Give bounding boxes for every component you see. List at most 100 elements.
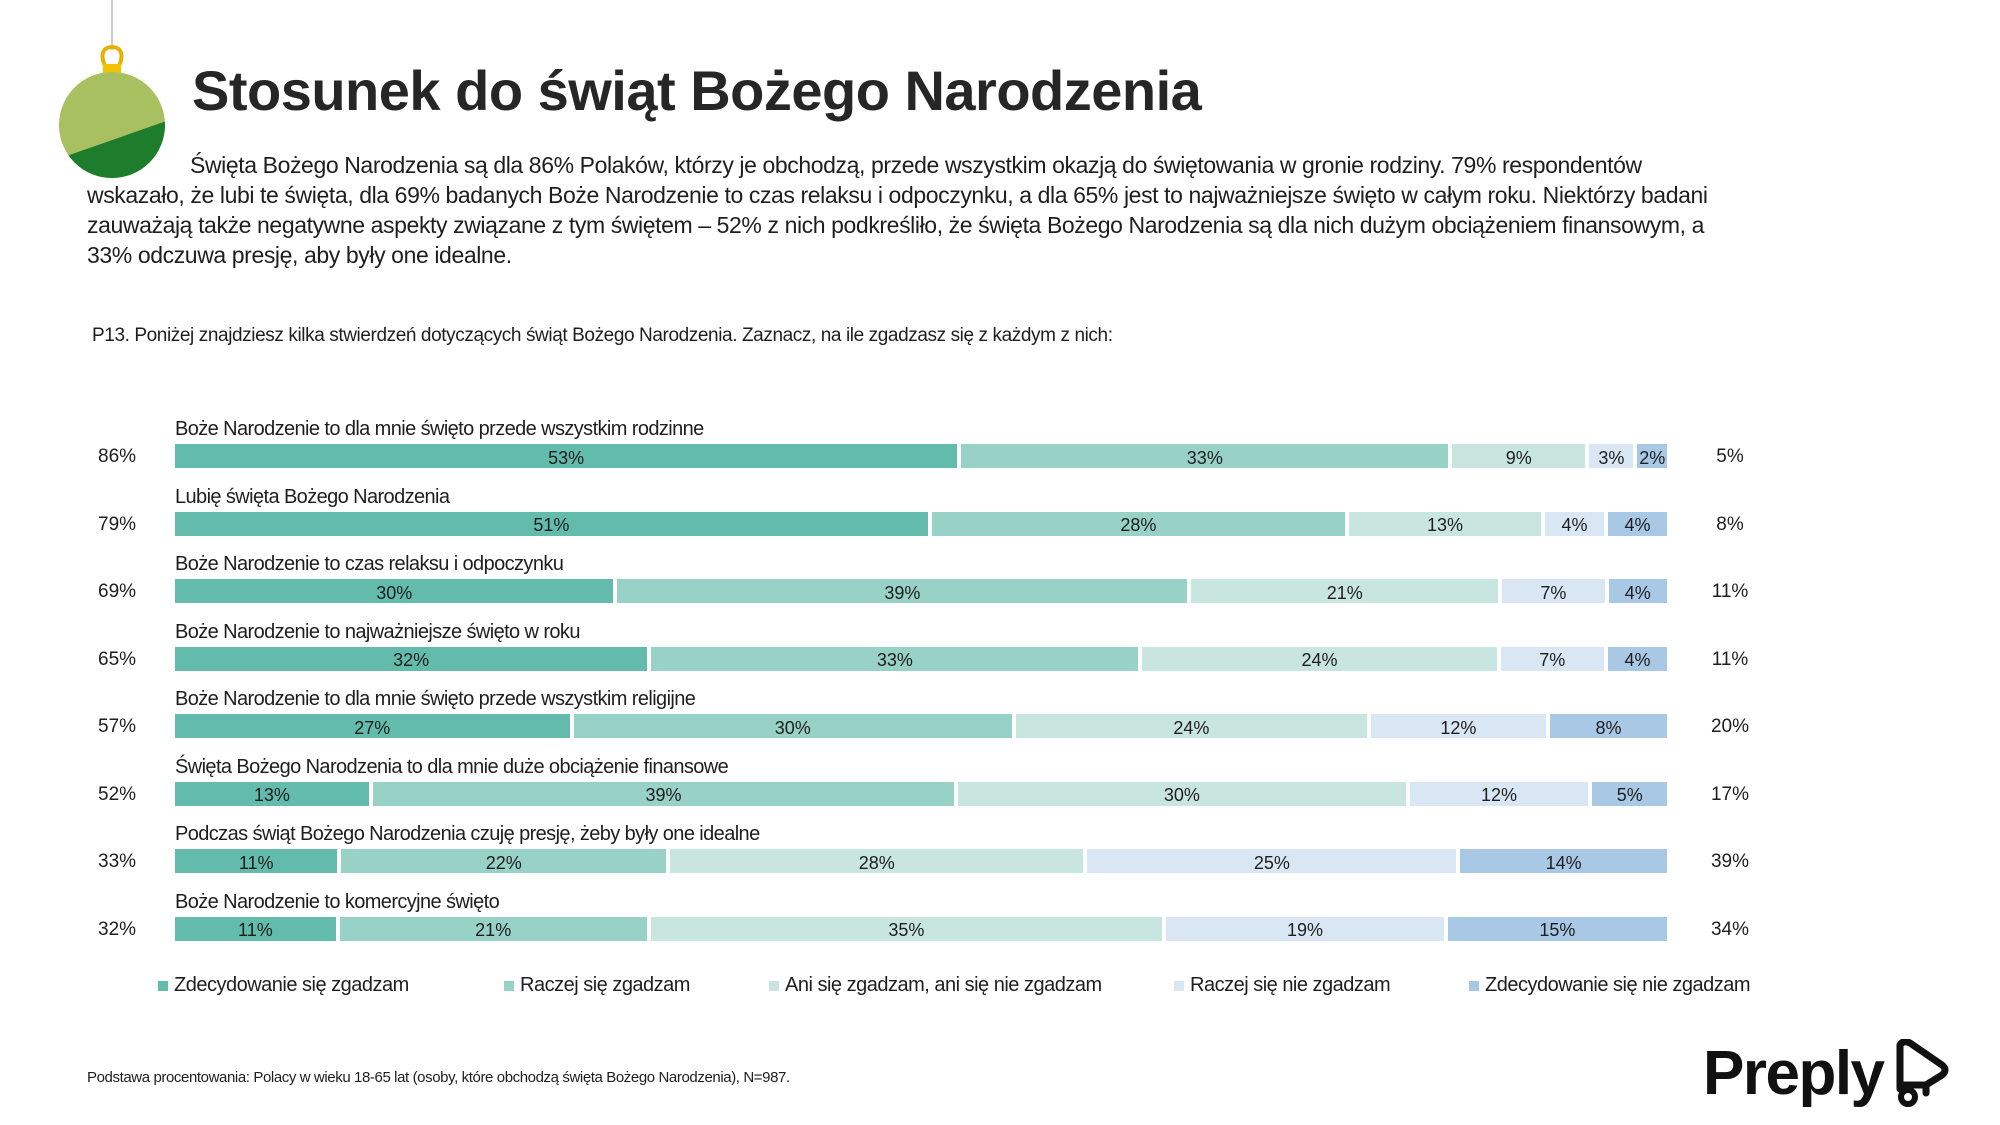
chart-row: Lubię święta Bożego Narodzenia 79% 8% 51% 28… [0, 486, 2000, 546]
disagree-total-label: 17% [1710, 783, 1750, 805]
bar-segment-label: 13% [1349, 511, 1541, 536]
legend-swatch [1174, 980, 1184, 991]
chart-row: Święta Bożego Narodzenia to dla mnie duż… [0, 756, 2000, 816]
disagree-total-label: 5% [1716, 446, 1744, 467]
agree-total-label: 52% [98, 783, 137, 805]
legend-label: Raczej się zgadzam [520, 974, 690, 996]
disagree-total-label: 11% [1711, 648, 1749, 670]
bar-segment-label: 39% [617, 579, 1188, 603]
row-label: Boże Narodzenie to najważniejsze święto … [175, 620, 580, 643]
legend-item: Ani się zgadzam, ani się nie zgadzam [769, 974, 1102, 997]
bar-segment-label: 21% [339, 916, 647, 941]
row-label: Lubię święta Bożego Narodzenia [175, 485, 450, 508]
bar-segment-label: 19% [1166, 916, 1444, 941]
chart-row: Boże Narodzenie to komercyjne święto 32% 3… [0, 891, 2000, 951]
agree-total-label: 57% [98, 716, 137, 737]
chart-row: Podczas świąt Bożego Narodzenia czuję pr… [0, 823, 2000, 883]
row-label: Boże Narodzenie to czas relaksu i odpocz… [175, 553, 564, 575]
preply-logo: Preply [1703, 1038, 1950, 1109]
stacked-bar: 11% 21% 35% 19% 15% [175, 916, 1667, 941]
footnote: Podstawa procentowania: Polacy w wieku 1… [87, 1069, 790, 1086]
row-label: Podczas świąt Bożego Narodzenia czuję pr… [175, 823, 760, 845]
stacked-bar: 51% 28% 13% 4% 4% [175, 511, 1668, 536]
bar-segment-label: 9% [1452, 444, 1586, 468]
disagree-total-label: 11% [1711, 581, 1749, 602]
row-label: Boże Narodzenie to komercyjne święto [175, 890, 500, 913]
bar-segment-label: 11% [175, 849, 338, 873]
bar-segment-label: 33% [651, 646, 1139, 671]
row-label: Święta Bożego Narodzenia to dla mnie duż… [175, 755, 729, 778]
legend: Zdecydowanie się zgadzam Raczej się zgadz… [0, 974, 2000, 1004]
stacked-bar: 32% 33% 24% 7% 4% [175, 646, 1667, 671]
intro-paragraph: Święta Bożego Narodzenia są dla 86% Pola… [87, 152, 1708, 268]
bar-segment-label: 24% [1142, 646, 1497, 671]
agree-total-label: 69% [98, 581, 137, 602]
row-label: Boże Narodzenie to dla mnie święto przed… [175, 418, 704, 440]
logo-text: Preply [1703, 1039, 1885, 1108]
legend-label: Ani się zgadzam, ani się nie zgadzam [785, 974, 1102, 996]
bar-segment-label: 39% [372, 781, 955, 806]
bar-segment-label: 4% [1607, 646, 1667, 671]
bar-segment-label: 4% [1607, 511, 1668, 536]
bar-segment-label: 12% [1409, 781, 1589, 806]
stacked-bar: 30% 39% 21% 7% 4% [175, 579, 1667, 603]
disagree-total-label: 39% [1710, 851, 1750, 872]
bar-segment-label: 27% [175, 714, 570, 738]
preply-logo-icon [1896, 1038, 1949, 1107]
disagree-total-label: 34% [1710, 918, 1750, 940]
legend-label: Zdecydowanie się zgadzam [174, 974, 409, 996]
agree-total-label: 33% [98, 851, 137, 872]
stacked-bar: 53% 33% 9% 3% 2% [175, 444, 1667, 468]
legend-item: Raczej się nie zgadzam [1174, 974, 1391, 997]
bar-segment-label: 30% [958, 781, 1406, 806]
bar-segment-label: 12% [1370, 714, 1547, 738]
agree-total-label: 65% [98, 648, 137, 670]
legend-label: Zdecydowanie się nie zgadzam [1485, 974, 1751, 996]
bar-segment-label: 51% [175, 511, 928, 536]
bar-segment-label: 15% [1447, 916, 1667, 941]
bar-segment-label: 28% [670, 849, 1084, 873]
agree-total-label: 32% [98, 918, 137, 940]
bar-segment-label: 7% [1502, 579, 1605, 603]
stacked-bar: 13% 39% 30% 12% 5% [175, 781, 1667, 806]
page-title: Stosunek do świąt Bożego Narodzenia [192, 59, 1202, 122]
legend-swatch [769, 980, 779, 991]
legend-item: Zdecydowanie się zgadzam [158, 974, 409, 997]
bar-segment-label: 2% [1637, 444, 1667, 468]
bar-segment-label: 4% [1608, 579, 1667, 603]
bar-segment-label: 13% [175, 781, 369, 806]
bar-segment-label: 53% [175, 444, 958, 468]
christmas-ornament-icon [59, 0, 165, 178]
bar-segment-label: 4% [1544, 511, 1604, 536]
bar-segment-label: 32% [175, 646, 648, 671]
chart-row: Boże Narodzenie to dla mnie święto przed… [0, 418, 2000, 478]
stacked-bar: 27% 30% 24% 12% 8% [175, 714, 1667, 738]
legend-label: Raczej się nie zgadzam [1190, 974, 1391, 996]
bar-segment-label: 28% [931, 511, 1346, 536]
agree-total-label: 86% [98, 446, 137, 467]
stacked-bar: 11% 22% 28% 25% 14% [175, 849, 1667, 873]
bar-segment-label: 3% [1589, 444, 1634, 468]
bar-segment-label: 24% [1016, 714, 1367, 738]
row-label: Boże Narodzenie to dla mnie święto przed… [175, 688, 696, 710]
survey-question: P13. Poniżej znajdziesz kilka stwierdzeń… [92, 325, 1113, 346]
bar-segment-label: 5% [1592, 781, 1667, 806]
disagree-total-label: 8% [1716, 513, 1744, 535]
disagree-total-label: 20% [1710, 716, 1750, 737]
bar-segment-label: 11% [175, 916, 336, 941]
bar-segment-label: 35% [650, 916, 1163, 941]
bar-segment-label: 21% [1191, 579, 1499, 603]
legend-item: Raczej się zgadzam [504, 974, 690, 997]
bar-segment-label: 14% [1460, 849, 1667, 873]
legend-swatch [158, 980, 168, 991]
chart-row: Boże Narodzenie to najważniejsze święto … [0, 621, 2000, 681]
legend-swatch [504, 980, 514, 991]
legend-swatch [1469, 980, 1479, 991]
bar-segment-label: 22% [341, 849, 667, 873]
bar-segment-label: 25% [1087, 849, 1457, 873]
bar-segment-label: 30% [175, 579, 614, 603]
bar-segment-label: 8% [1550, 714, 1667, 738]
bar-segment-label: 7% [1500, 646, 1604, 671]
bar-segment-label: 33% [961, 444, 1449, 468]
agree-total-label: 79% [98, 513, 137, 535]
